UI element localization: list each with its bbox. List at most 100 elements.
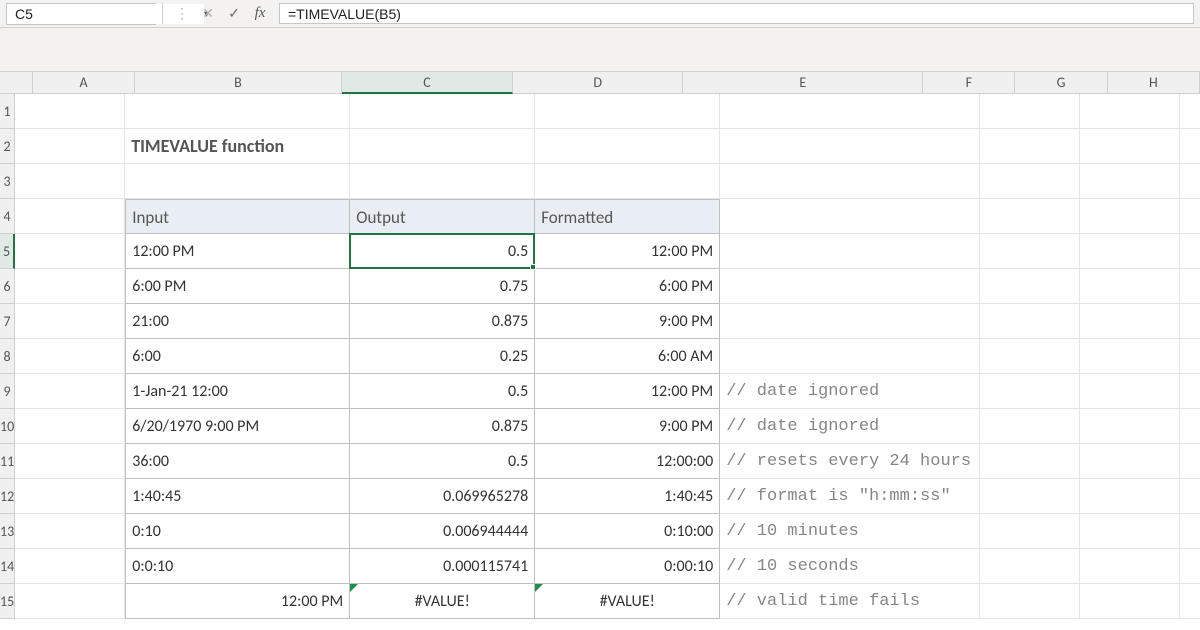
- cell-G13[interactable]: [1080, 514, 1180, 549]
- col-head-E[interactable]: E: [683, 72, 923, 94]
- cell-G15[interactable]: [1080, 584, 1180, 619]
- cell-F1[interactable]: [980, 94, 1080, 129]
- cell-B1[interactable]: [125, 94, 350, 129]
- cell-A2[interactable]: [15, 129, 125, 164]
- cell-B5[interactable]: 12:00 PM: [125, 234, 350, 269]
- cell-D9[interactable]: 12:00 PM: [535, 374, 720, 409]
- cell-F13[interactable]: [980, 514, 1080, 549]
- fx-icon[interactable]: fx: [247, 0, 273, 27]
- cell-D1[interactable]: [535, 94, 720, 129]
- cell-A7[interactable]: [15, 304, 125, 339]
- cell-H6[interactable]: [1180, 269, 1200, 304]
- cell-H13[interactable]: [1180, 514, 1200, 549]
- cell-A8[interactable]: [15, 339, 125, 374]
- row-head-12[interactable]: 12: [0, 479, 15, 514]
- cell-F14[interactable]: [980, 549, 1080, 584]
- cell-E5[interactable]: [720, 234, 980, 269]
- row-head-7[interactable]: 7: [0, 304, 15, 339]
- cell-H15[interactable]: [1180, 584, 1200, 619]
- cell-A6[interactable]: [15, 269, 125, 304]
- cell-E8[interactable]: [720, 339, 980, 374]
- row-head-3[interactable]: 3: [0, 164, 15, 199]
- col-head-C[interactable]: C: [342, 72, 513, 94]
- cell-E9[interactable]: // date ignored: [720, 374, 980, 409]
- cell-G5[interactable]: [1080, 234, 1180, 269]
- cell-C7[interactable]: 0.875: [350, 304, 535, 339]
- cells-area[interactable]: TIMEVALUE function: [15, 94, 1200, 619]
- select-all-corner[interactable]: [0, 72, 33, 94]
- cell-F11[interactable]: [980, 444, 1080, 479]
- cell-C8[interactable]: 0.25: [350, 339, 535, 374]
- cell-B12[interactable]: 1:40:45: [125, 479, 350, 514]
- cell-B13[interactable]: 0:10: [125, 514, 350, 549]
- cell-A10[interactable]: [15, 409, 125, 444]
- cell-F15[interactable]: [980, 584, 1080, 619]
- row-head-13[interactable]: 13: [0, 514, 15, 549]
- cell-C12[interactable]: 0.069965278: [350, 479, 535, 514]
- cell-H4[interactable]: [1180, 199, 1200, 234]
- row-head-15[interactable]: 15: [0, 584, 15, 619]
- cell-E1[interactable]: [720, 94, 980, 129]
- cell-C4[interactable]: Output: [350, 199, 535, 234]
- cell-D4[interactable]: Formatted: [535, 199, 720, 234]
- row-head-4[interactable]: 4: [0, 199, 15, 234]
- cell-A12[interactable]: [15, 479, 125, 514]
- cell-D15[interactable]: #VALUE!: [535, 584, 720, 619]
- cell-C5[interactable]: 0.5: [350, 234, 535, 269]
- cell-H2[interactable]: [1180, 129, 1200, 164]
- cell-F10[interactable]: [980, 409, 1080, 444]
- cell-G8[interactable]: [1080, 339, 1180, 374]
- row-head-11[interactable]: 11: [0, 444, 15, 479]
- cell-B10[interactable]: 6/20/1970 9:00 PM: [125, 409, 350, 444]
- cell-B8[interactable]: 6:00: [125, 339, 350, 374]
- cell-F9[interactable]: [980, 374, 1080, 409]
- cell-B3[interactable]: [125, 164, 350, 199]
- cell-H9[interactable]: [1180, 374, 1200, 409]
- cell-A14[interactable]: [15, 549, 125, 584]
- cell-B7[interactable]: 21:00: [125, 304, 350, 339]
- cell-D3[interactable]: [535, 164, 720, 199]
- cell-C6[interactable]: 0.75: [350, 269, 535, 304]
- cell-E6[interactable]: [720, 269, 980, 304]
- cell-F12[interactable]: [980, 479, 1080, 514]
- cell-G4[interactable]: [1080, 199, 1180, 234]
- cell-C2[interactable]: [350, 129, 535, 164]
- cell-F3[interactable]: [980, 164, 1080, 199]
- cell-H11[interactable]: [1180, 444, 1200, 479]
- cell-D14[interactable]: 0:00:10: [535, 549, 720, 584]
- cell-C9[interactable]: 0.5: [350, 374, 535, 409]
- cell-E11[interactable]: // resets every 24 hours: [720, 444, 980, 479]
- row-head-10[interactable]: 10: [0, 409, 15, 444]
- cell-A13[interactable]: [15, 514, 125, 549]
- row-head-2[interactable]: 2: [0, 129, 15, 164]
- col-head-G[interactable]: G: [1015, 72, 1107, 94]
- cell-E7[interactable]: [720, 304, 980, 339]
- cell-D2[interactable]: [535, 129, 720, 164]
- cell-D7[interactable]: 9:00 PM: [535, 304, 720, 339]
- cell-C14[interactable]: 0.000115741: [350, 549, 535, 584]
- row-head-14[interactable]: 14: [0, 549, 15, 584]
- cell-H5[interactable]: [1180, 234, 1200, 269]
- cell-D6[interactable]: 6:00 PM: [535, 269, 720, 304]
- cell-B15[interactable]: 12:00 PM: [125, 584, 350, 619]
- cell-B14[interactable]: 0:0:10: [125, 549, 350, 584]
- row-head-1[interactable]: 1: [0, 94, 15, 129]
- cancel-icon[interactable]: ✕: [195, 0, 221, 27]
- cell-E2[interactable]: [720, 129, 980, 164]
- formula-input[interactable]: [279, 3, 1194, 24]
- name-box[interactable]: ▾: [6, 3, 156, 25]
- cell-A1[interactable]: [15, 94, 125, 129]
- cell-B4[interactable]: Input: [125, 199, 350, 234]
- cell-E12[interactable]: // format is "h:mm:ss": [720, 479, 980, 514]
- cell-E13[interactable]: // 10 minutes: [720, 514, 980, 549]
- cell-G7[interactable]: [1080, 304, 1180, 339]
- cell-A15[interactable]: [15, 584, 125, 619]
- cell-E4[interactable]: [720, 199, 980, 234]
- cell-C10[interactable]: 0.875: [350, 409, 535, 444]
- col-head-B[interactable]: B: [135, 72, 342, 94]
- cell-H8[interactable]: [1180, 339, 1200, 374]
- cell-G11[interactable]: [1080, 444, 1180, 479]
- cell-E15[interactable]: // valid time fails: [720, 584, 980, 619]
- cell-B9[interactable]: 1-Jan-21 12:00: [125, 374, 350, 409]
- cell-H3[interactable]: [1180, 164, 1200, 199]
